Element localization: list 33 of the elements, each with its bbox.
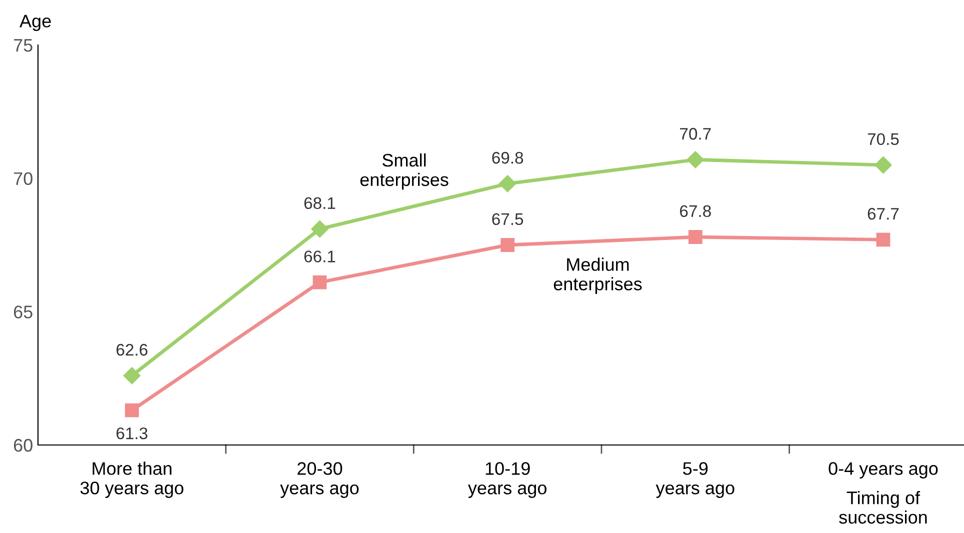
x-tick-label: More than 30 years ago [80,462,184,498]
y-tick-label: 65 [14,306,32,318]
data-label: 67.8 [680,205,711,218]
point [311,220,328,238]
data-label: 70.7 [680,128,711,140]
point [124,403,139,418]
data-label: 67.5 [492,213,524,226]
point [876,232,890,247]
data-label: 69.8 [492,152,524,164]
data-label: 66.1 [304,250,336,262]
series-label: Small enterprises [360,153,448,190]
x-axis-title: Timing of succession [839,491,927,524]
series-label: Medium enterprises [554,258,642,294]
point [312,275,327,290]
x-tick-label: 20-30 years ago [280,462,359,498]
x-tick-label: 5-9 years ago [656,462,734,498]
point [686,151,704,168]
x-tick-label: 0-4 years ago [828,462,938,478]
point [688,230,702,244]
point [874,156,892,174]
point [499,175,516,192]
y-tick-label: 70 [14,172,32,186]
y-axis-title: Age [20,14,51,31]
y-tick-label: 60 [14,438,32,452]
data-label: 61.3 [116,427,148,440]
data-label: 62.6 [116,344,148,356]
point [123,367,140,384]
x-tick-label: 10-19 years ago [468,462,546,498]
data-label: 70.5 [868,133,899,146]
y-tick-label: 75 [14,39,32,52]
data-label: 68.1 [304,197,336,210]
data-label: 67.7 [868,208,899,220]
point [500,238,515,252]
